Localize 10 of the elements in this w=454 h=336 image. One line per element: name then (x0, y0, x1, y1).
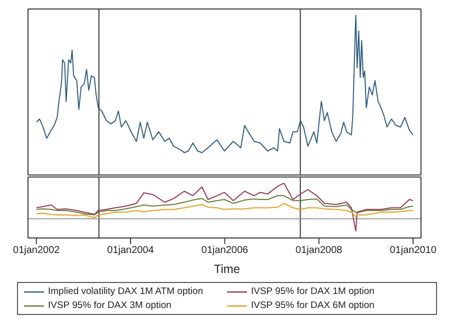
x-tick-label: 01jan2006 (201, 245, 249, 256)
x-tick-label: 01jan2010 (390, 245, 437, 256)
legend-label: IVSP 95% for DAX 6M option (251, 300, 374, 311)
legend-label: Implied volatility DAX 1M ATM option (48, 286, 204, 297)
legend-label: IVSP 95% for DAX 3M option (48, 300, 172, 311)
x-tick-label: 01jan2004 (107, 245, 154, 256)
x-axis-title: Time (212, 262, 242, 276)
x-tick-label: 01jan2008 (296, 245, 343, 256)
x-tick-label: 01jan2002 (13, 245, 60, 256)
legend-label: IVSP 95% for DAX 1M option (251, 286, 374, 297)
